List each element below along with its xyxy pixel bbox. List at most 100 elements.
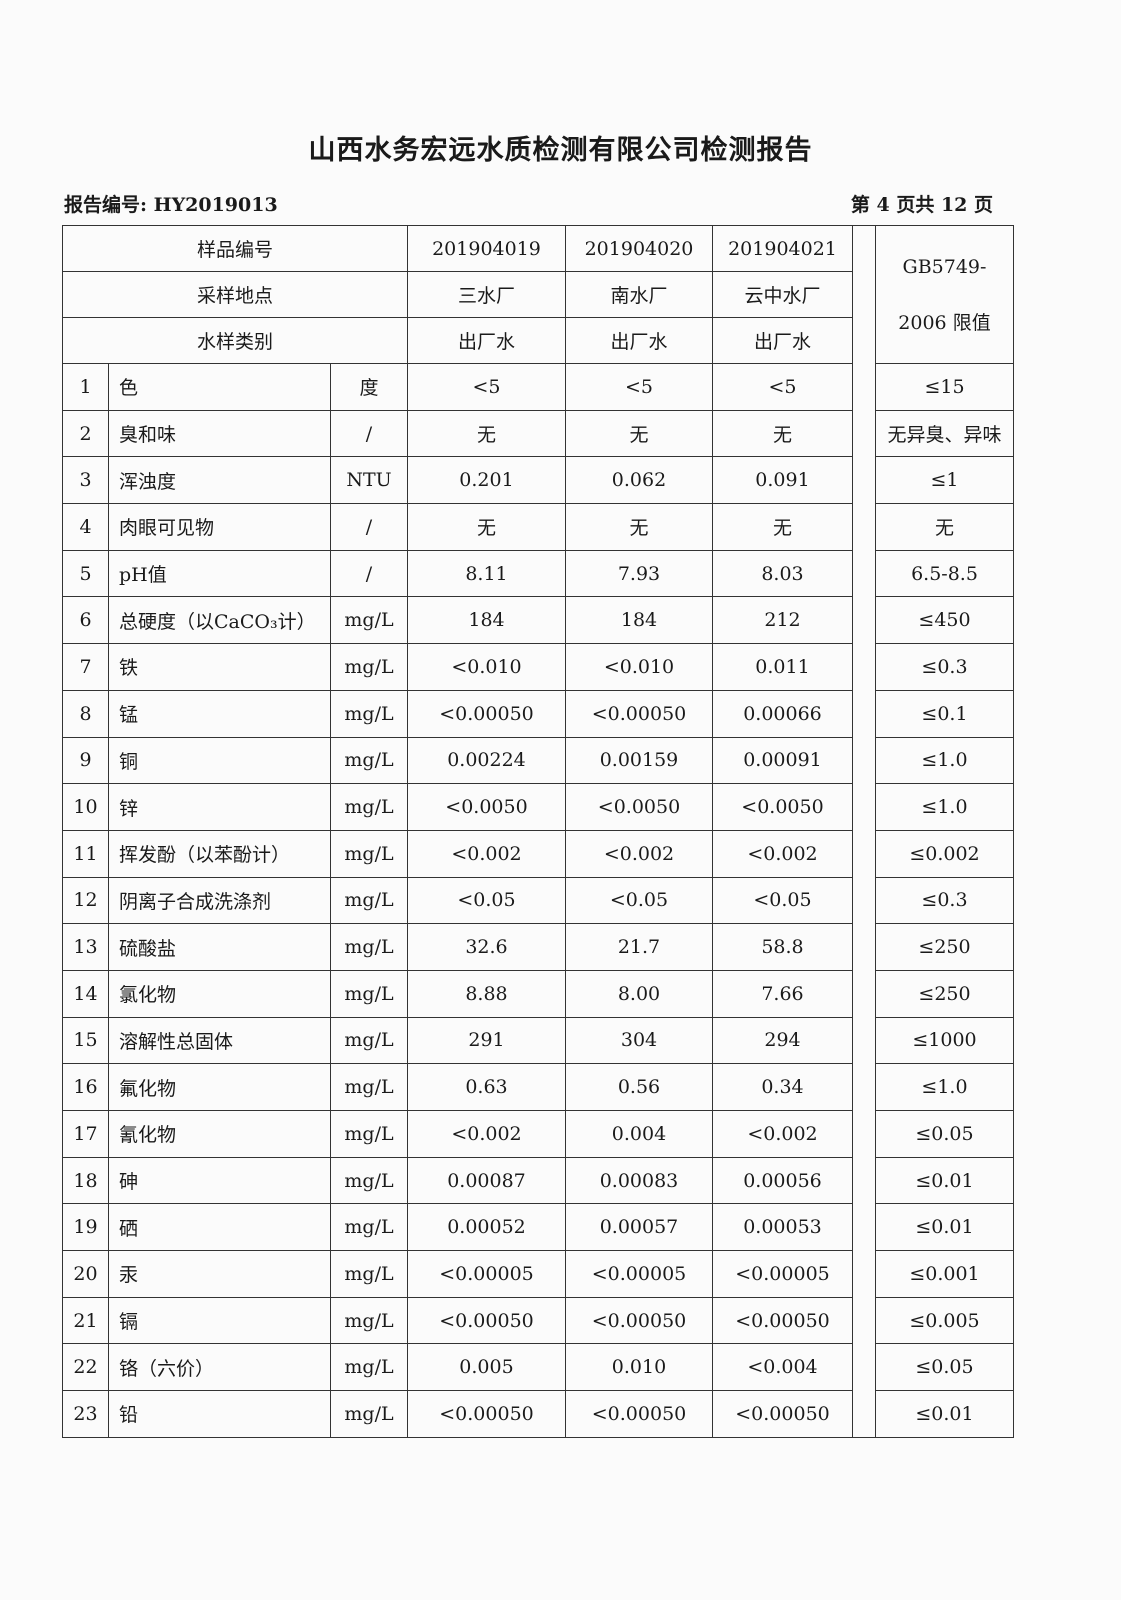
limit-value: ≤1	[875, 456, 1014, 505]
item-unit: mg/L	[330, 1343, 408, 1392]
item-name: 汞	[108, 1250, 331, 1298]
item-unit: NTU	[330, 456, 408, 505]
item-unit: /	[330, 503, 408, 551]
sample-location: 云中水厂	[712, 271, 853, 318]
result-sample-2: <0.00050	[565, 689, 713, 738]
table-row: 19 硒 mg/L 0.00052 0.00057 0.00053 ≤0.01	[62, 1203, 1014, 1252]
sample-type: 出厂水	[407, 317, 566, 364]
result-sample-3: 7.66	[712, 969, 853, 1018]
result-sample-2: 304	[565, 1016, 713, 1065]
result-sample-1: 0.63	[407, 1063, 566, 1111]
result-sample-3: <0.05	[712, 876, 853, 925]
item-unit: /	[330, 549, 408, 598]
result-sample-3: <0.00050	[712, 1390, 853, 1438]
result-sample-2: <0.00005	[565, 1250, 713, 1298]
item-name: 铬（六价）	[108, 1343, 331, 1392]
result-sample-1: <5	[407, 363, 566, 411]
page-number: 第 4 页共 12 页	[850, 194, 993, 216]
result-sample-1: <0.05	[407, 876, 566, 925]
item-number: 2	[62, 409, 109, 458]
item-name: 铁	[108, 643, 331, 691]
table-row: 14 氯化物 mg/L 8.88 8.00 7.66 ≤250	[62, 969, 1014, 1018]
item-number: 1	[62, 363, 109, 411]
limit-value: ≤250	[875, 969, 1014, 1018]
result-sample-1: 0.00224	[407, 736, 566, 785]
item-number: 22	[62, 1343, 109, 1392]
sample-id: 201904020	[565, 225, 713, 272]
item-unit: mg/L	[330, 596, 408, 645]
result-sample-2: 0.010	[565, 1343, 713, 1392]
result-sample-2: <0.0050	[565, 783, 713, 831]
item-name: 锌	[108, 783, 331, 831]
table-row: 10 锌 mg/L <0.0050 <0.0050 <0.0050 ≤1.0	[62, 783, 1014, 831]
result-sample-3: 0.091	[712, 456, 853, 505]
limit-value: ≤0.001	[875, 1250, 1014, 1298]
result-sample-2: 7.93	[565, 549, 713, 598]
item-name: 铜	[108, 736, 331, 785]
result-sample-1: <0.0050	[407, 783, 566, 831]
item-unit: mg/L	[330, 1296, 408, 1345]
result-sample-3: 0.011	[712, 643, 853, 691]
result-sample-1: 8.88	[407, 969, 566, 1018]
item-number: 11	[62, 829, 109, 878]
item-number: 4	[62, 503, 109, 551]
item-unit: /	[330, 409, 408, 458]
limit-value: ≤0.01	[875, 1156, 1014, 1205]
limit-value: ≤15	[875, 363, 1014, 411]
location-label: 采样地点	[62, 271, 408, 318]
limit-value: ≤0.01	[875, 1390, 1014, 1438]
result-sample-3: 58.8	[712, 923, 853, 971]
sample-type: 出厂水	[712, 317, 853, 364]
item-unit: mg/L	[330, 1156, 408, 1205]
result-sample-1: 无	[407, 503, 566, 551]
item-name: 氟化物	[108, 1063, 331, 1111]
result-sample-2: 0.004	[565, 1110, 713, 1158]
item-unit: 度	[330, 363, 408, 411]
limit-value: ≤0.3	[875, 643, 1014, 691]
item-number: 10	[62, 783, 109, 831]
item-number: 19	[62, 1203, 109, 1252]
item-name: 氰化物	[108, 1110, 331, 1158]
sample-id: 201904021	[712, 225, 853, 272]
limit-value: ≤0.01	[875, 1203, 1014, 1252]
item-unit: mg/L	[330, 1016, 408, 1065]
item-number: 12	[62, 876, 109, 925]
item-unit: mg/L	[330, 689, 408, 738]
sample-location: 三水厂	[407, 271, 566, 318]
limit-value: ≤1.0	[875, 1063, 1014, 1111]
item-name: 总硬度（以CaCO₃计）	[108, 596, 331, 645]
sample-no-label: 样品编号	[62, 225, 408, 272]
item-name: 镉	[108, 1296, 331, 1345]
result-sample-2: 0.00159	[565, 736, 713, 785]
limit-value: ≤0.005	[875, 1296, 1014, 1345]
result-sample-1: <0.00050	[407, 689, 566, 738]
result-sample-3: 0.00091	[712, 736, 853, 785]
item-number: 7	[62, 643, 109, 691]
report-number: 报告编号: HY2019013	[64, 194, 278, 216]
result-sample-1: <0.00050	[407, 1390, 566, 1438]
table-row: 8 锰 mg/L <0.00050 <0.00050 0.00066 ≤0.1	[62, 689, 1014, 738]
item-unit: mg/L	[330, 969, 408, 1018]
item-unit: mg/L	[330, 643, 408, 691]
table-row: 12 阴离子合成洗涤剂 mg/L <0.05 <0.05 <0.05 ≤0.3	[62, 876, 1014, 925]
header-row-sample-no: 样品编号 201904019 201904020 201904021 GB574…	[62, 225, 1014, 1438]
limit-header: GB5749- 2006 限值	[875, 225, 1014, 364]
result-sample-2: 184	[565, 596, 713, 645]
result-sample-2: <0.05	[565, 876, 713, 925]
result-sample-2: 8.00	[565, 969, 713, 1018]
result-sample-3: <0.00005	[712, 1250, 853, 1298]
item-unit: mg/L	[330, 876, 408, 925]
table-row: 5 pH值/8.11 7.93 8.03 6.5-8.5	[62, 549, 1014, 598]
limit-value: ≤1.0	[875, 783, 1014, 831]
result-sample-2: 0.00057	[565, 1203, 713, 1252]
item-name: 氯化物	[108, 969, 331, 1018]
item-unit: mg/L	[330, 1063, 408, 1111]
limit-value: ≤1000	[875, 1016, 1014, 1065]
result-sample-3: 无	[712, 409, 853, 458]
result-sample-1: 184	[407, 596, 566, 645]
result-sample-1: <0.00050	[407, 1296, 566, 1345]
result-sample-1: <0.00005	[407, 1250, 566, 1298]
header-row-location: 采样地点 三水厂 南水厂 云中水厂	[62, 271, 1014, 318]
item-name: 溶解性总固体	[108, 1016, 331, 1065]
result-sample-2: 0.062	[565, 456, 713, 505]
